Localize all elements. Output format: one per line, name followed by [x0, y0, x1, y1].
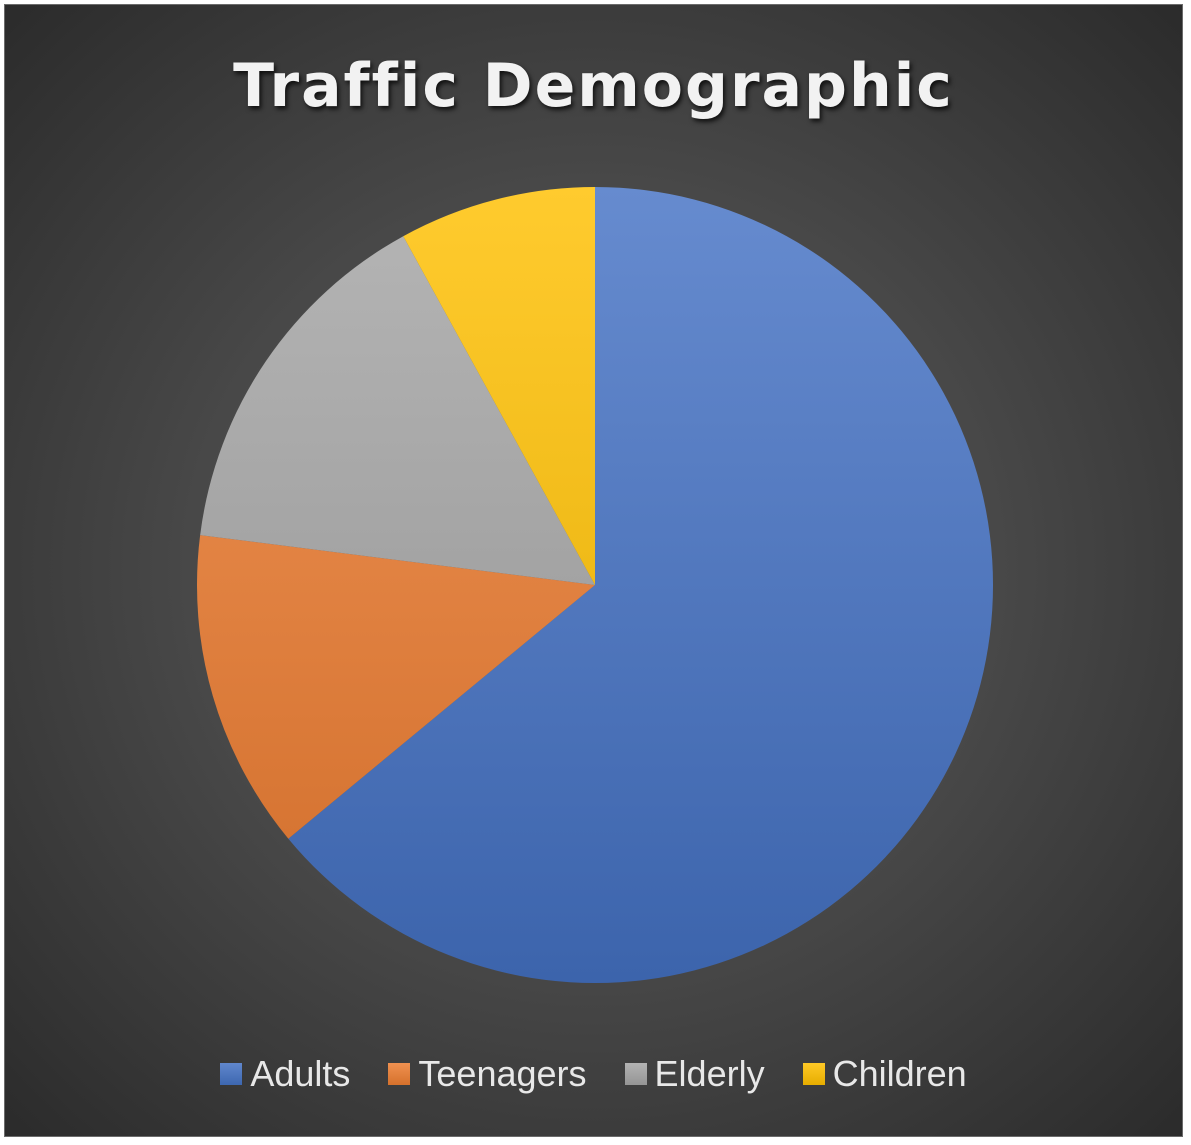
- pie-slice-elderly: [200, 236, 595, 586]
- legend-label-adults: Adults: [250, 1053, 351, 1094]
- legend-label-children: Children: [832, 1053, 967, 1094]
- legend-swatch-elderly: [624, 1063, 647, 1085]
- legend-item-adults: Adults: [220, 1053, 350, 1095]
- legend-label-teenagers: Teenagers: [418, 1053, 587, 1094]
- chart-area: Traffic Demographic Adults Teenagers Elder…: [4, 4, 1183, 1137]
- legend-label-elderly: Elderly: [654, 1053, 765, 1094]
- pie-slice-children: [403, 187, 595, 585]
- legend-swatch-children: [802, 1063, 825, 1085]
- legend-swatch-teenagers: [388, 1063, 411, 1085]
- chart-title: Traffic Demographic: [233, 51, 954, 121]
- legend-item-elderly: Elderly: [624, 1053, 765, 1095]
- pie-slice-teenagers: [197, 535, 595, 839]
- legend-swatch-adults: [220, 1063, 243, 1085]
- pie-chart: [197, 187, 994, 983]
- legend-item-teenagers: Teenagers: [388, 1053, 587, 1095]
- chart-legend: Adults Teenagers Elderly Children: [5, 1053, 1182, 1095]
- pie-slice-adults: [288, 187, 994, 983]
- legend-item-children: Children: [802, 1053, 967, 1095]
